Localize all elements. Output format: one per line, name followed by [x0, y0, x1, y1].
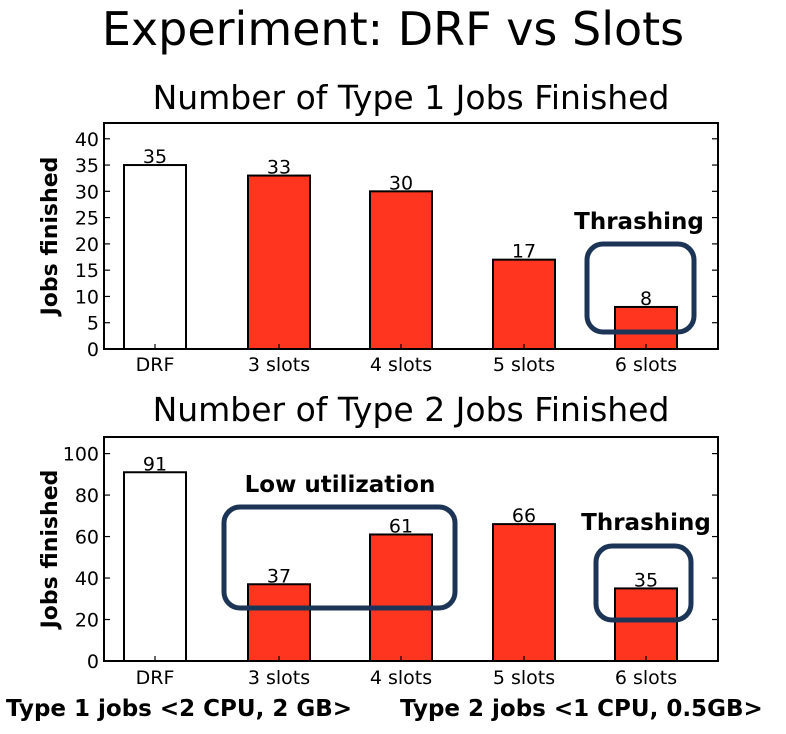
chart1-bar-3-slots — [247, 174, 311, 350]
chart2-data-label: 91 — [143, 453, 167, 475]
chart1-bar-6-slots — [614, 305, 678, 351]
chart2-category-label: 3 slots — [248, 667, 310, 689]
chart1-ytick-label: 5 — [87, 313, 99, 335]
chart2-data-label: 61 — [389, 515, 413, 537]
chart2-ytick-label: 60 — [75, 527, 99, 549]
chart1-ytick-label: 35 — [75, 155, 99, 177]
chart2-ytick-label: 20 — [75, 610, 99, 632]
chart1-ytick-label: 15 — [75, 260, 99, 282]
footer-type1-spec: Type 1 jobs <2 CPU, 2 GB> — [6, 696, 353, 722]
chart2-ytick-label: 40 — [75, 568, 99, 590]
chart2-bar-6-slots — [614, 587, 678, 662]
chart1-bar-5-slots — [492, 258, 556, 350]
chart1-bar-drf — [123, 164, 187, 350]
chart1-bar-4-slots — [369, 190, 433, 350]
chart2-bar-drf — [123, 471, 187, 662]
chart1-ytick-label: 25 — [75, 208, 99, 230]
chart1-ylabel: Jobs finished — [38, 157, 63, 318]
chart2-bar-5-slots — [492, 523, 556, 662]
chart2-ytick-label: 80 — [75, 485, 99, 507]
chart2-ytick-label: 100 — [63, 444, 99, 466]
footer-type2-spec: Type 2 jobs <1 CPU, 0.5GB> — [400, 696, 763, 722]
chart2-annotation-label: Low utilization — [245, 472, 436, 498]
chart2-title: Number of Type 2 Jobs Finished — [153, 390, 670, 429]
chart1-data-label: 35 — [143, 146, 167, 168]
chart1-plot-frame — [103, 122, 719, 350]
chart2-annotation-label: Thrashing — [581, 510, 711, 536]
chart1-data-label: 33 — [267, 157, 291, 179]
chart2-plot-frame — [103, 436, 719, 662]
chart1-category-label: 4 slots — [370, 354, 432, 376]
chart2-bar-3-slots — [247, 583, 311, 663]
chart1-data-label: 17 — [512, 241, 536, 263]
chart2-highlight-box — [221, 504, 458, 611]
chart1-highlight-box — [584, 241, 697, 335]
chart1-ytick-label: 30 — [75, 181, 99, 203]
chart2-data-label: 66 — [512, 505, 536, 527]
chart2-category-label: 5 slots — [493, 667, 555, 689]
chart1-category-label: 3 slots — [248, 354, 310, 376]
chart2-bar-4-slots — [369, 533, 433, 663]
chart1-ytick-label: 0 — [87, 339, 99, 361]
chart1-ytick-label: 10 — [75, 286, 99, 308]
chart2-category-label: 4 slots — [370, 667, 432, 689]
chart2-category-label: 6 slots — [615, 667, 677, 689]
chart1-category-label: DRF — [136, 354, 175, 376]
chart1-data-label: 8 — [640, 288, 652, 310]
chart1-title: Number of Type 1 Jobs Finished — [153, 78, 670, 117]
chart1-category-label: 6 slots — [615, 354, 677, 376]
chart2-highlight-box — [593, 543, 694, 623]
chart2-ytick-label: 0 — [87, 651, 99, 673]
chart2-category-label: DRF — [136, 667, 175, 689]
chart1-annotation-label: Thrashing — [574, 209, 704, 235]
chart1-category-label: 5 slots — [493, 354, 555, 376]
chart2-data-label: 35 — [634, 569, 658, 591]
chart1-data-label: 30 — [389, 172, 413, 194]
chart1-ytick-label: 20 — [75, 234, 99, 256]
chart2-ylabel: Jobs finished — [38, 470, 63, 631]
chart2-data-label: 37 — [267, 565, 291, 587]
chart1-ytick-label: 40 — [75, 129, 99, 151]
page-title: Experiment: DRF vs Slots — [101, 2, 685, 56]
